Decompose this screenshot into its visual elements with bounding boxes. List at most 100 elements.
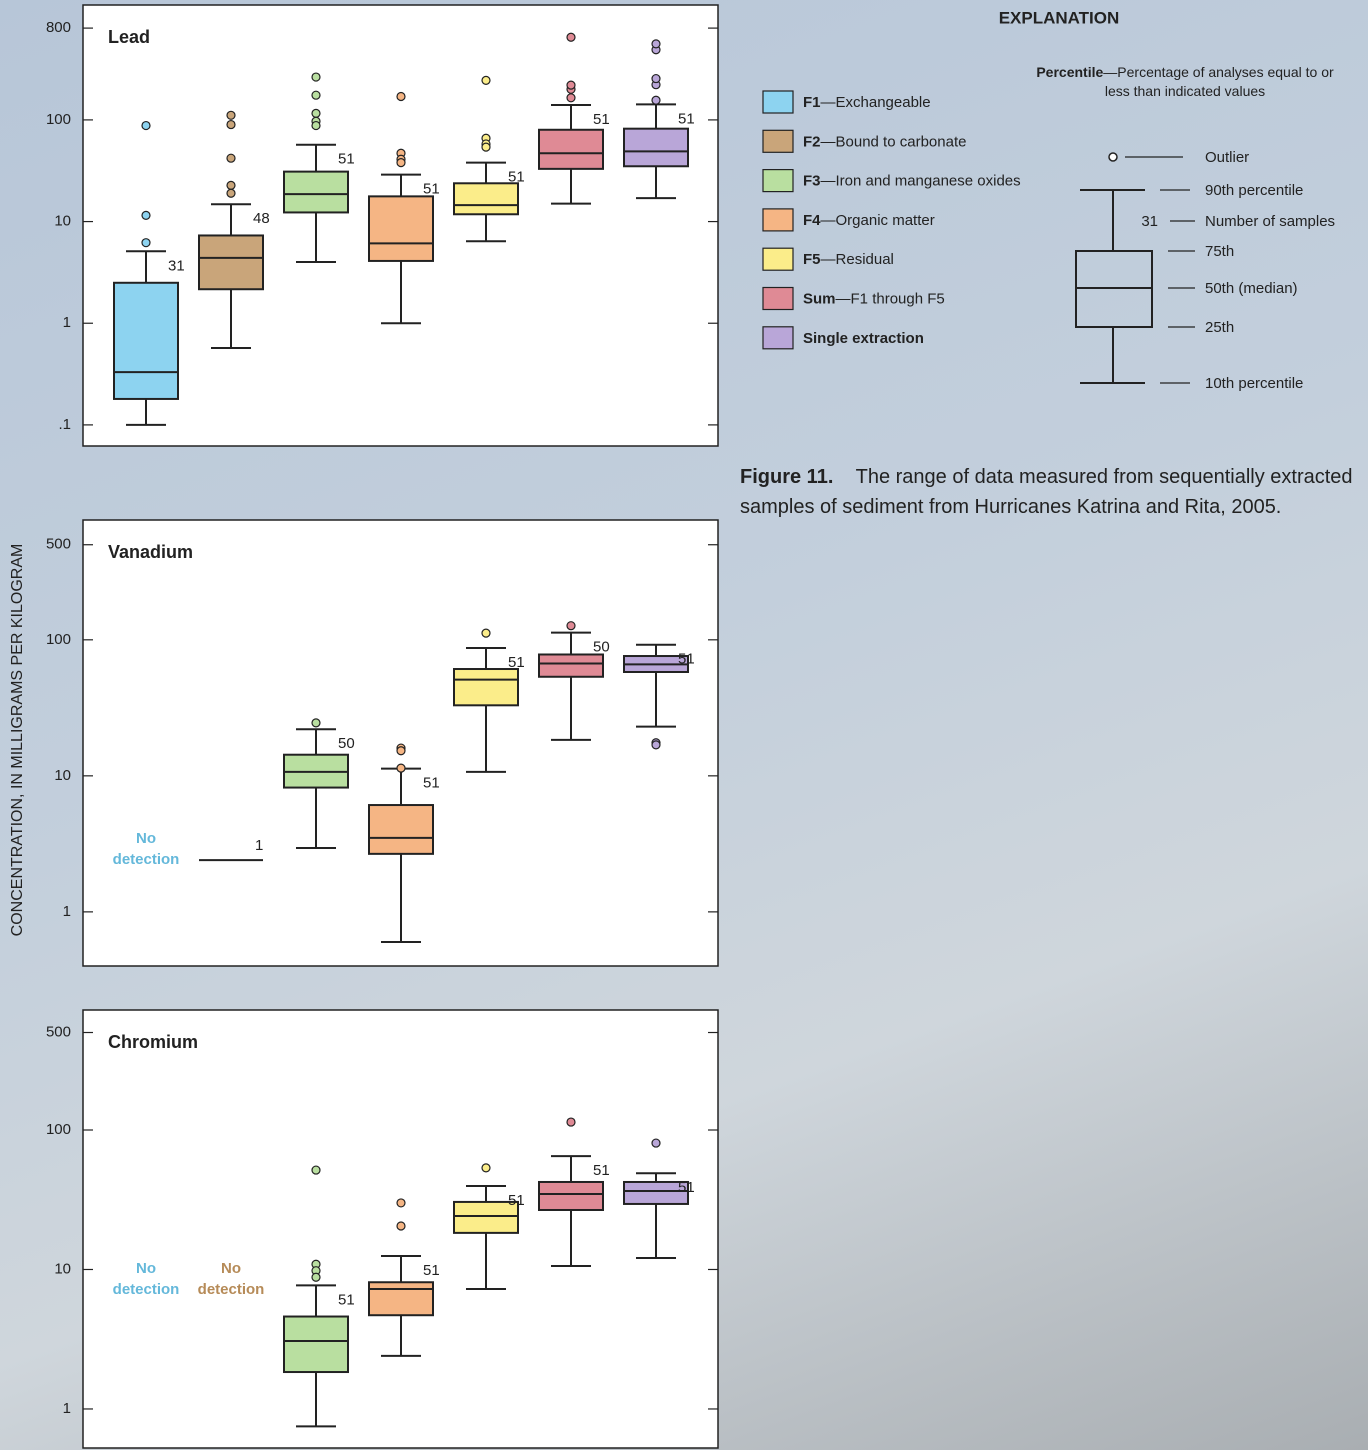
- sample-count: 51: [678, 651, 695, 668]
- outlier: [567, 94, 575, 102]
- legend-code: Single extraction: [803, 330, 924, 347]
- outlier: [567, 81, 575, 89]
- box: [284, 1317, 348, 1373]
- legend-description: —Organic matter: [821, 212, 935, 229]
- outlier: [397, 764, 405, 772]
- outlier: [312, 109, 320, 117]
- y-tick-label: 1: [63, 903, 71, 920]
- y-tick-label: 500: [46, 1023, 71, 1040]
- outlier: [482, 1164, 490, 1172]
- legend-description: —Bound to carbonate: [821, 133, 967, 150]
- legend-code: F4: [803, 212, 821, 229]
- legend-code: F2: [803, 133, 821, 150]
- sample-count: 50: [593, 639, 610, 656]
- y-tick-label: 500: [46, 536, 71, 553]
- no-detection-note: No detection: [106, 828, 186, 870]
- box: [369, 196, 433, 261]
- percentile-text: —Percentage of analyses equal to or less…: [1103, 64, 1333, 99]
- legend-label: F4—Organic matter: [803, 212, 935, 229]
- sample-count: 50: [338, 735, 355, 752]
- outlier: [312, 91, 320, 99]
- sample-count: 48: [253, 210, 270, 227]
- no-detection-note: No detection: [191, 1258, 271, 1300]
- outlier: [227, 154, 235, 162]
- legend-swatch: [763, 209, 793, 231]
- outlier: [482, 143, 490, 151]
- outlier: [652, 741, 660, 749]
- legend-code: F1: [803, 94, 821, 111]
- box: [199, 235, 263, 289]
- legend-label: F3—Iron and manganese oxides: [803, 173, 1021, 190]
- key-label: 25th: [1205, 319, 1234, 336]
- sample-count: 31: [168, 257, 185, 274]
- caption: Figure 11. The range of data measured fr…: [740, 462, 1364, 522]
- outlier: [227, 189, 235, 197]
- sample-count: 51: [338, 151, 355, 168]
- sample-count: 51: [508, 1192, 525, 1209]
- outlier: [482, 629, 490, 637]
- legend-description: —Exchangeable: [821, 94, 931, 111]
- key-label: 10th percentile: [1205, 375, 1303, 392]
- sample-count: 51: [423, 1262, 440, 1279]
- y-tick-label: 100: [46, 631, 71, 648]
- key-sample-number: 31: [1141, 213, 1158, 230]
- legend-description: —Residual: [821, 251, 894, 268]
- outlier: [652, 96, 660, 104]
- legend-code: F3: [803, 173, 821, 190]
- legend-label: Single extraction: [803, 330, 924, 347]
- outlier: [312, 1273, 320, 1281]
- outlier: [312, 73, 320, 81]
- outlier: [142, 239, 150, 247]
- sample-count: 51: [593, 111, 610, 128]
- key-label: 90th percentile: [1205, 182, 1303, 199]
- chart-title: Lead: [108, 27, 150, 47]
- sample-count: 51: [508, 654, 525, 671]
- sample-count: 51: [423, 775, 440, 792]
- outlier: [397, 92, 405, 100]
- legend-description: —Iron and manganese oxides: [821, 173, 1021, 190]
- outlier: [652, 75, 660, 83]
- key-outlier: [1109, 153, 1117, 161]
- box: [114, 283, 178, 399]
- sample-count: 51: [508, 169, 525, 186]
- box: [624, 129, 688, 167]
- y-tick-label: 10: [54, 767, 71, 784]
- outlier: [227, 121, 235, 129]
- sample-count: 1: [255, 837, 263, 854]
- y-tick-label: 1: [63, 1400, 71, 1417]
- outlier: [312, 122, 320, 130]
- figure: CONCENTRATION, IN MILLIGRAMS PER KILOGRA…: [0, 0, 1368, 1450]
- box: [539, 654, 603, 676]
- legend-label: F1—Exchangeable: [803, 94, 931, 111]
- explanation-key: [1076, 153, 1195, 383]
- legend-swatch: [763, 288, 793, 310]
- y-tick-label: 10: [54, 213, 71, 230]
- y-tick-label: 10: [54, 1260, 71, 1277]
- y-tick-label: 800: [46, 19, 71, 36]
- no-detection-note: No detection: [106, 1258, 186, 1300]
- outlier: [312, 719, 320, 727]
- box: [454, 183, 518, 214]
- sample-count: 51: [678, 110, 695, 127]
- chart-title: Vanadium: [108, 542, 193, 562]
- key-label: 50th (median): [1205, 280, 1298, 297]
- legend-label: F5—Residual: [803, 251, 894, 268]
- outlier: [227, 111, 235, 119]
- box: [284, 172, 348, 213]
- outlier: [397, 1222, 405, 1230]
- outlier: [397, 747, 405, 755]
- legend-code: Sum: [803, 290, 836, 307]
- percentile-term: Percentile: [1036, 64, 1103, 80]
- box: [539, 130, 603, 169]
- y-tick-label: 100: [46, 111, 71, 128]
- y-tick-label: 100: [46, 1121, 71, 1138]
- legend-swatch: [763, 170, 793, 192]
- sample-count: 51: [678, 1179, 695, 1196]
- outlier: [227, 181, 235, 189]
- outlier: [142, 122, 150, 130]
- legend-code: F5: [803, 251, 821, 268]
- key-label: 75th: [1205, 243, 1234, 260]
- outlier: [397, 159, 405, 167]
- y-tick-label: .1: [58, 416, 71, 433]
- explanation-title: EXPLANATION: [999, 8, 1120, 27]
